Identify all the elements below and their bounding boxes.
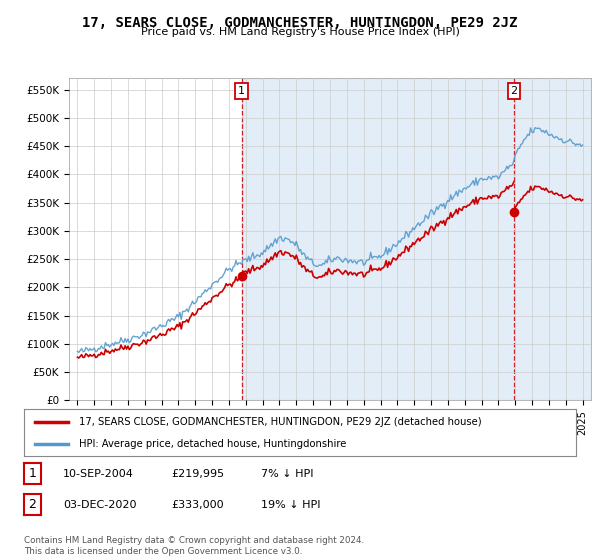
Text: 19% ↓ HPI: 19% ↓ HPI [261,500,320,510]
Text: 2: 2 [511,86,517,96]
Text: £333,000: £333,000 [171,500,224,510]
Text: 10-SEP-2004: 10-SEP-2004 [63,469,134,479]
Text: 17, SEARS CLOSE, GODMANCHESTER, HUNTINGDON, PE29 2JZ: 17, SEARS CLOSE, GODMANCHESTER, HUNTINGD… [82,16,518,30]
Text: 03-DEC-2020: 03-DEC-2020 [63,500,137,510]
Text: Price paid vs. HM Land Registry's House Price Index (HPI): Price paid vs. HM Land Registry's House … [140,27,460,37]
Text: HPI: Average price, detached house, Huntingdonshire: HPI: Average price, detached house, Hunt… [79,438,347,449]
Bar [242,78,591,400]
Text: 7% ↓ HPI: 7% ↓ HPI [261,469,314,479]
Text: £219,995: £219,995 [171,469,224,479]
Text: Contains HM Land Registry data © Crown copyright and database right 2024.
This d: Contains HM Land Registry data © Crown c… [24,536,364,556]
Text: 17, SEARS CLOSE, GODMANCHESTER, HUNTINGDON, PE29 2JZ (detached house): 17, SEARS CLOSE, GODMANCHESTER, HUNTINGD… [79,417,482,427]
Text: 2: 2 [28,498,37,511]
Text: 1: 1 [238,86,245,96]
Text: 1: 1 [28,467,37,480]
